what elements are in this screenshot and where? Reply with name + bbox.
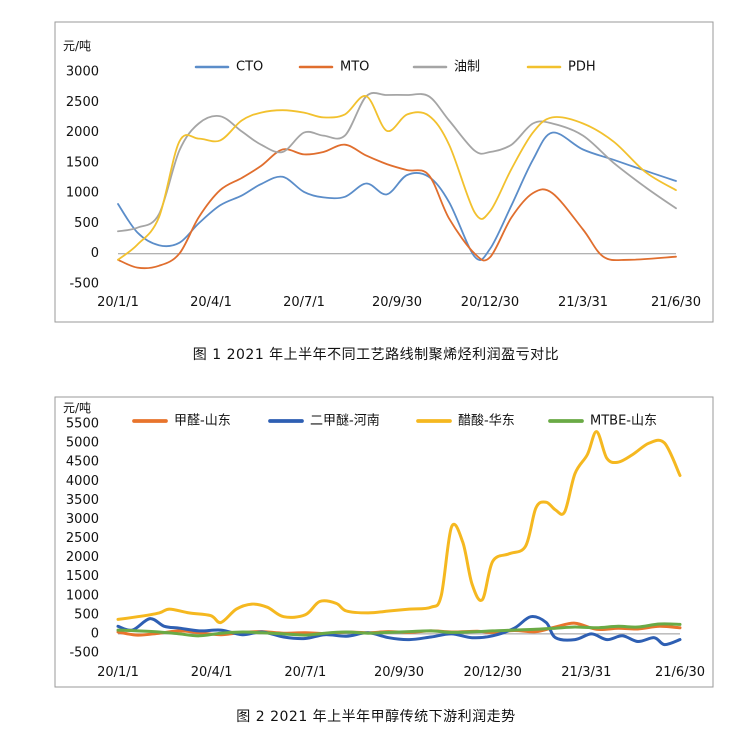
series-line-mtbe <box>116 622 682 638</box>
figure-2-caption: 图 2 2021 年上半年甲醇传统下游利润走势 <box>236 709 516 725</box>
legend-label-acetic: 醋酸-华东 <box>458 413 515 429</box>
series-line-pdh <box>117 95 677 261</box>
chart-1-y-axis: 3000 2500 2000 1500 1000 500 0 -500 <box>66 65 99 292</box>
y-tick-label: 500 <box>74 216 99 231</box>
y-tick-label: 0 <box>91 246 99 261</box>
x-tick-label: 21/6/30 <box>651 295 701 310</box>
series-line-dme <box>116 615 682 647</box>
y-tick-label: 1000 <box>66 588 99 603</box>
series-line-mto <box>117 143 677 270</box>
y-tick-label: 3000 <box>66 65 99 80</box>
x-tick-label: 20/12/30 <box>461 295 519 310</box>
y-tick-label: 3000 <box>66 512 99 527</box>
chart-2-y-axis: 5500500045004000350030002500200015001000… <box>66 417 99 661</box>
legend-label-cto: CTO <box>236 60 263 75</box>
chart-1-series <box>117 92 677 270</box>
x-tick-label: 20/4/1 <box>191 665 233 680</box>
y-tick-label: 5500 <box>66 417 99 432</box>
figure-1-caption: 图 1 2021 年上半年不同工艺路线制聚烯烃利润盈亏对比 <box>192 347 560 363</box>
y-tick-label: -500 <box>69 646 99 661</box>
y-tick-label: 2000 <box>66 550 99 565</box>
legend-label-formaldehyde: 甲醛-山东 <box>174 413 231 429</box>
legend-label-oil: 油制 <box>454 60 480 75</box>
y-tick-label: 4000 <box>66 474 99 489</box>
y-tick-label: 1500 <box>66 569 99 584</box>
x-tick-label: 20/7/1 <box>283 295 325 310</box>
chart-1-legend: CTO MTO 油制 PDH <box>194 60 596 75</box>
y-tick-label: 3500 <box>66 493 99 508</box>
chart-1-frame <box>54 21 714 323</box>
legend-label-mtbe: MTBE-山东 <box>590 414 657 429</box>
x-tick-label: 20/4/1 <box>190 295 232 310</box>
x-tick-label: 20/1/1 <box>97 665 139 680</box>
legend-label-mto: MTO <box>340 60 369 75</box>
chart-2-x-axis: 20/1/1 20/4/1 20/7/1 20/9/30 20/12/30 21/3/31… <box>97 665 705 680</box>
y-tick-label: 2500 <box>66 531 99 546</box>
y-tick-label: 2000 <box>66 125 99 140</box>
chart-1-unit-label: 元/吨 <box>63 39 91 53</box>
chart-1-x-axis: 20/1/1 20/4/1 20/7/1 20/9/30 20/12/30 21/3/31… <box>97 295 701 310</box>
x-tick-label: 20/12/30 <box>463 665 521 680</box>
chart-2-frame <box>54 396 714 688</box>
y-tick-label: 2500 <box>66 95 99 110</box>
y-tick-label: -500 <box>69 277 99 292</box>
y-tick-label: 500 <box>74 607 99 622</box>
series-line-oil <box>117 92 677 233</box>
x-tick-label: 20/7/1 <box>284 665 326 680</box>
x-tick-label: 21/6/30 <box>655 665 705 680</box>
chart-2-legend: 甲醛-山东 二甲醚-河南 醋酸-华东 MTBE-山东 <box>132 413 657 429</box>
x-tick-label: 21/3/31 <box>558 295 608 310</box>
x-tick-label: 21/3/31 <box>561 665 611 680</box>
legend-label-pdh: PDH <box>568 60 596 75</box>
legend-label-dme: 二甲醚-河南 <box>310 413 380 429</box>
x-tick-label: 20/9/30 <box>372 295 422 310</box>
x-tick-label: 20/9/30 <box>374 665 424 680</box>
y-tick-label: 1500 <box>66 155 99 170</box>
chart-2-unit-label: 元/吨 <box>63 401 91 415</box>
x-tick-label: 20/1/1 <box>97 295 139 310</box>
chart-2: 元/吨 550050004500400035003000250020001500… <box>54 396 714 688</box>
chart-2-series <box>116 430 682 647</box>
y-tick-label: 4500 <box>66 455 99 470</box>
series-line-cto <box>117 131 677 261</box>
series-line-acetic <box>116 430 682 625</box>
y-tick-label: 0 <box>91 626 99 641</box>
y-tick-label: 1000 <box>66 186 99 201</box>
y-tick-label: 5000 <box>66 436 99 451</box>
